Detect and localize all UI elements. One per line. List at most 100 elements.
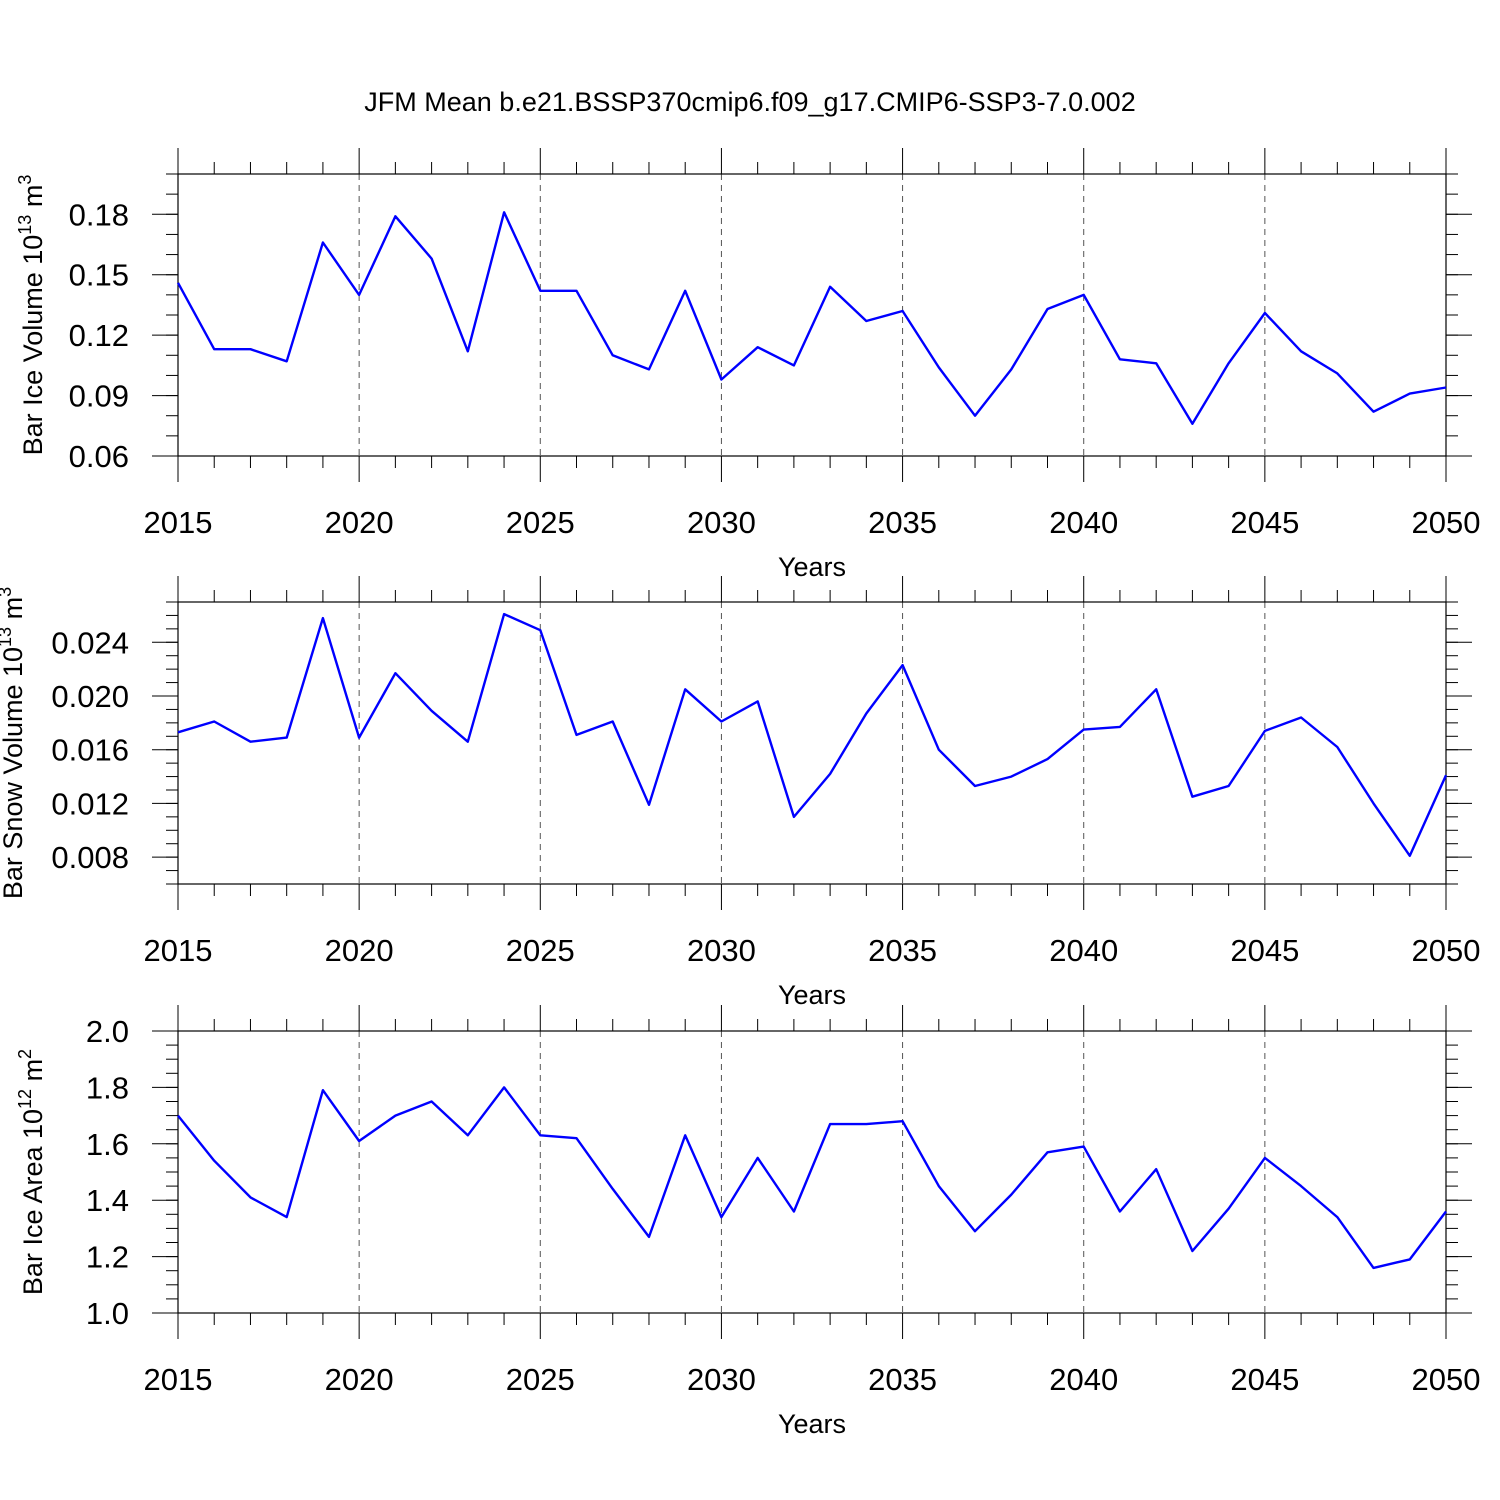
y-tick-label: 2.0 (86, 1014, 129, 1049)
x-tick-label: 2030 (687, 933, 756, 968)
y-axis-label-exponent: 12 (15, 1089, 35, 1109)
data-point (394, 1114, 396, 1116)
x-tick-label: 2040 (1049, 505, 1118, 540)
y-tick-label: 0.06 (69, 439, 129, 474)
data-point (974, 1230, 976, 1232)
x-tick-label: 2035 (868, 505, 937, 540)
y-axis-label-exponent: 13 (15, 215, 35, 235)
data-point (1264, 1157, 1266, 1159)
data-point (285, 1216, 287, 1218)
data-point (575, 290, 577, 292)
data-point (793, 816, 795, 818)
data-point (1010, 1193, 1012, 1195)
plot-frame (177, 173, 1447, 457)
data-point (865, 320, 867, 322)
plot-frame (177, 601, 1447, 885)
data-point (467, 740, 469, 742)
data-point (1046, 308, 1048, 310)
data-point (1119, 726, 1121, 728)
data-point (793, 364, 795, 366)
data-point (1336, 1216, 1338, 1218)
data-point (213, 720, 215, 722)
data-point (684, 290, 686, 292)
data-point (249, 1196, 251, 1198)
data-point (394, 215, 396, 217)
x-tick-label: 2050 (1412, 933, 1481, 968)
data-point (829, 286, 831, 288)
x-axis-label: Years (778, 552, 846, 582)
data-point (358, 294, 360, 296)
chart-panel-2: 0.008 0.012 0.016 0.020 0.024 2015 2020 2025 203… (0, 576, 1480, 1010)
y-axis-label-text: Bar Ice Area 10 (18, 1109, 48, 1295)
data-point (1155, 362, 1157, 364)
data-point (1372, 802, 1374, 804)
data-point (1227, 362, 1229, 364)
data-point (793, 1210, 795, 1212)
data-point (938, 1185, 940, 1187)
data-point (394, 672, 396, 674)
data-point (1046, 1151, 1048, 1153)
data-point (974, 415, 976, 417)
data-point (467, 350, 469, 352)
y-axis-label-unit: m (18, 185, 48, 215)
y-axis-label-unit: m (0, 597, 28, 627)
y-axis-label-unit-exponent: 3 (0, 587, 15, 597)
x-axis-label: Years (778, 1409, 846, 1439)
chart-panel-1: 0.06 0.09 0.12 0.15 0.18 2015 2020 2025 2030 2035… (15, 148, 1480, 582)
data-point (1191, 796, 1193, 798)
x-axis-label: Years (778, 980, 846, 1010)
x-tick-label: 2020 (325, 505, 394, 540)
y-axis-label: Bar Ice Area 1012 m2 (15, 1049, 48, 1295)
data-point (358, 1140, 360, 1142)
data-point (1191, 1250, 1193, 1252)
data-point (756, 700, 758, 702)
data-point (1155, 1168, 1157, 1170)
x-tick-label: 2035 (868, 933, 937, 968)
data-point (648, 1236, 650, 1238)
data-point (865, 712, 867, 714)
y-tick-label: 1.4 (86, 1183, 129, 1218)
x-tick-label: 2025 (506, 1362, 575, 1397)
x-tick-label: 2050 (1412, 505, 1481, 540)
data-point (1409, 392, 1411, 394)
data-point (720, 378, 722, 380)
data-point (901, 664, 903, 666)
y-tick-label: 0.18 (69, 197, 129, 232)
data-point (938, 749, 940, 751)
data-point (756, 346, 758, 348)
data-point (1372, 410, 1374, 412)
data-point (1119, 358, 1121, 360)
y-axis-label-text: Bar Snow Volume 10 (0, 647, 28, 899)
x-tick-label: 2045 (1230, 1362, 1299, 1397)
data-point (938, 366, 940, 368)
data-point (322, 617, 324, 619)
data-point (1010, 368, 1012, 370)
data-point (177, 1114, 179, 1116)
data-point (901, 310, 903, 312)
x-tick-label: 2040 (1049, 933, 1118, 968)
data-point (575, 1137, 577, 1139)
data-point (612, 720, 614, 722)
y-tick-label: 0.15 (69, 258, 129, 293)
data-point (1264, 730, 1266, 732)
data-point (249, 348, 251, 350)
y-tick-label: 0.09 (69, 379, 129, 414)
data-point (829, 1123, 831, 1125)
data-point (1083, 294, 1085, 296)
data-point (503, 211, 505, 213)
data-point (177, 282, 179, 284)
series-line (177, 1086, 1447, 1270)
y-axis-label: Bar Ice Volume 1013 m3 (15, 175, 48, 456)
data-point (901, 1120, 903, 1122)
y-tick-label: 0.008 (51, 840, 129, 875)
data-point (1083, 728, 1085, 730)
x-tick-label: 2020 (325, 1362, 394, 1397)
data-point (213, 348, 215, 350)
x-tick-label: 2045 (1230, 933, 1299, 968)
y-tick-label: 1.6 (86, 1127, 129, 1162)
data-point (1445, 386, 1447, 388)
data-point (1336, 746, 1338, 748)
data-point (503, 1086, 505, 1088)
y-axis-label-unit-exponent: 3 (15, 175, 35, 185)
